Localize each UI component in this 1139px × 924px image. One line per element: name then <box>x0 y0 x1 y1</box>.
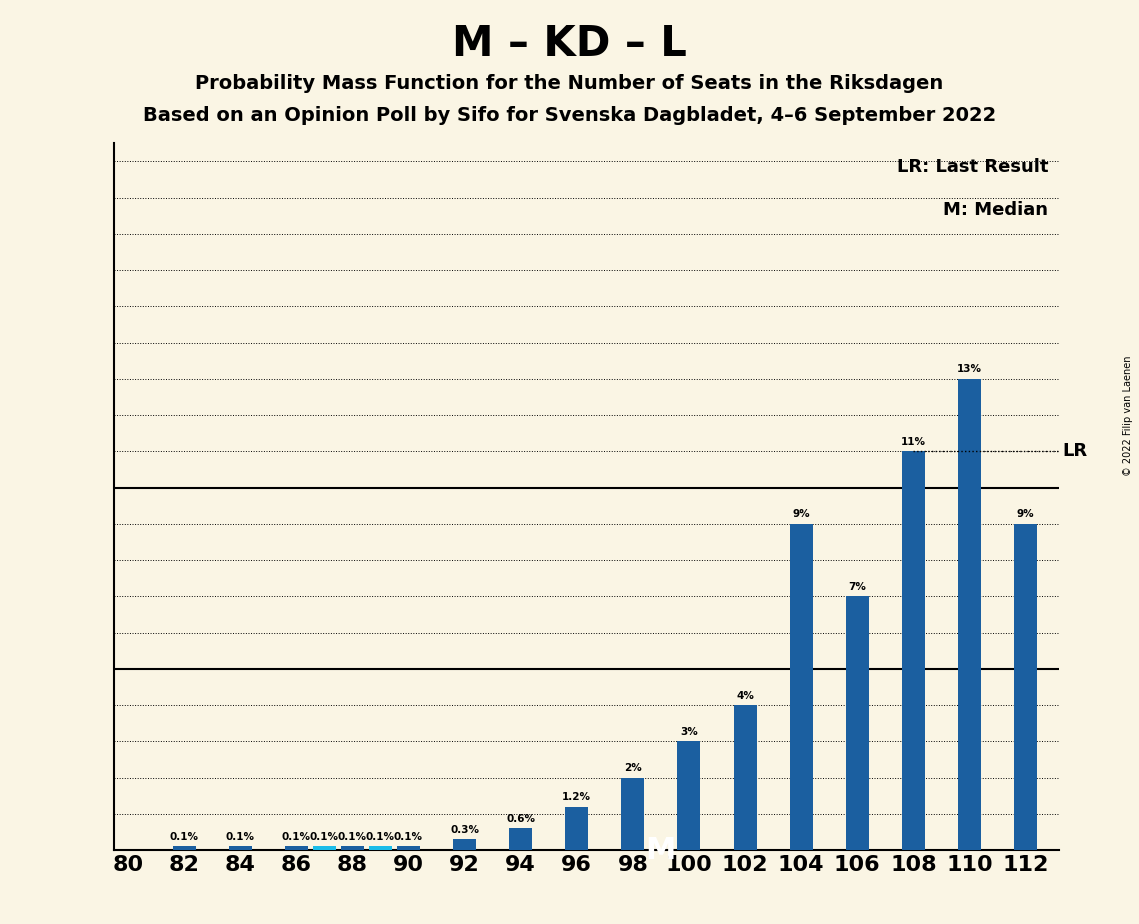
Text: 13%: 13% <box>957 364 982 374</box>
Text: 2%: 2% <box>624 763 641 773</box>
Text: 1.2%: 1.2% <box>563 792 591 802</box>
Text: 0.3%: 0.3% <box>450 825 480 835</box>
Text: 0.1%: 0.1% <box>338 833 367 842</box>
Text: 0.6%: 0.6% <box>506 814 535 824</box>
Text: 0.1%: 0.1% <box>394 833 423 842</box>
Text: © 2022 Filip van Laenen: © 2022 Filip van Laenen <box>1123 356 1132 476</box>
Text: Probability Mass Function for the Number of Seats in the Riksdagen: Probability Mass Function for the Number… <box>196 74 943 93</box>
Text: 7%: 7% <box>849 582 867 592</box>
Text: M: M <box>646 835 677 865</box>
Text: 11%: 11% <box>901 437 926 447</box>
Text: 0.1%: 0.1% <box>226 833 255 842</box>
Text: 0.1%: 0.1% <box>310 833 338 842</box>
Bar <box>341 846 363 850</box>
Bar <box>229 846 252 850</box>
Bar <box>509 828 532 850</box>
Text: 4%: 4% <box>736 691 754 700</box>
Bar <box>1014 524 1038 850</box>
Text: Based on an Opinion Poll by Sifo for Svenska Dagbladet, 4–6 September 2022: Based on an Opinion Poll by Sifo for Sve… <box>142 106 997 126</box>
Bar <box>369 846 392 850</box>
Bar <box>172 846 196 850</box>
Text: M: Median: M: Median <box>943 201 1048 219</box>
Text: 0.1%: 0.1% <box>170 833 198 842</box>
Text: 0.1%: 0.1% <box>281 833 311 842</box>
Text: 9%: 9% <box>1017 509 1034 519</box>
Text: LR: LR <box>1062 443 1088 460</box>
Bar <box>958 379 981 850</box>
Bar <box>453 839 476 850</box>
Bar <box>398 846 420 850</box>
Text: 9%: 9% <box>793 509 810 519</box>
Text: LR: Last Result: LR: Last Result <box>896 158 1048 176</box>
Bar <box>789 524 813 850</box>
Bar <box>678 741 700 850</box>
Bar <box>902 451 925 850</box>
Text: 0.1%: 0.1% <box>366 833 395 842</box>
Bar <box>734 705 756 850</box>
Bar <box>846 596 869 850</box>
Bar <box>565 807 588 850</box>
Text: 3%: 3% <box>680 727 698 737</box>
Bar <box>622 778 645 850</box>
Text: M – KD – L: M – KD – L <box>452 23 687 65</box>
Bar <box>285 846 308 850</box>
Bar <box>313 846 336 850</box>
